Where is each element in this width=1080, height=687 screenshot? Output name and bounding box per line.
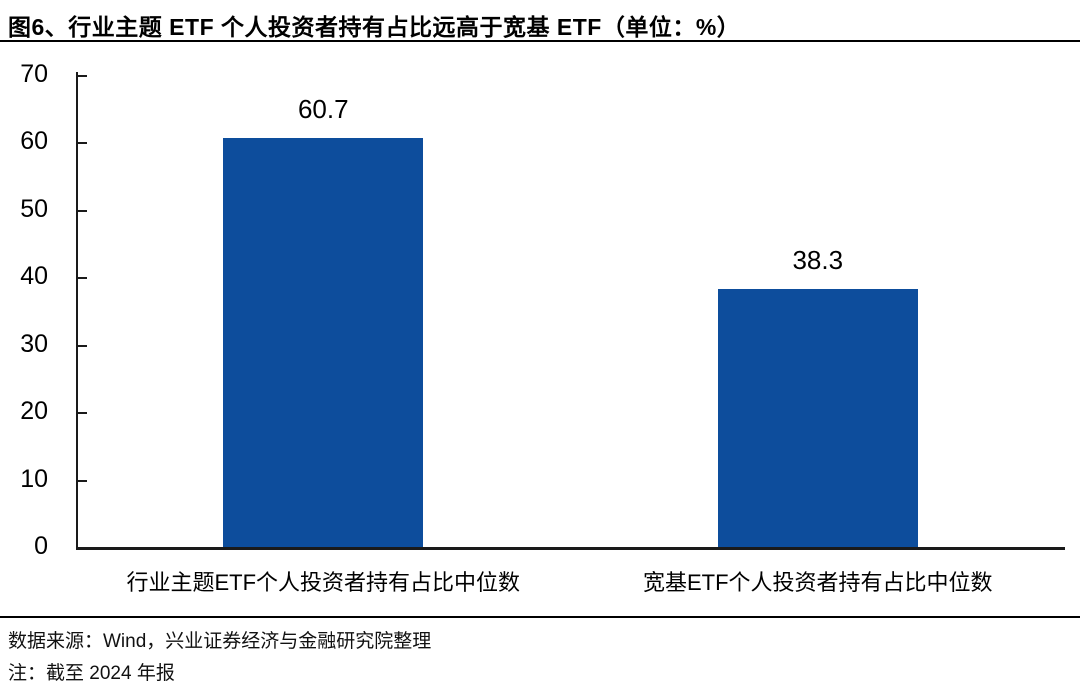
y-axis-tick-label: 70 — [20, 60, 48, 88]
title-divider-line — [0, 40, 1080, 42]
y-axis-tick — [78, 479, 87, 482]
y-axis-tick — [78, 547, 87, 549]
y-axis-tick — [78, 209, 87, 212]
bar-0 — [223, 137, 424, 547]
y-axis-tick-label: 10 — [20, 464, 48, 493]
data-source-text: 数据来源：Wind，兴业证券经济与金融研究院整理 — [8, 631, 432, 652]
y-axis-tick-label: 30 — [20, 329, 48, 358]
y-axis-tick — [78, 142, 87, 145]
y-axis-line — [76, 72, 78, 547]
y-axis-tick-label: 0 — [34, 532, 48, 560]
chart-title: 图6、行业主题 ETF 个人投资者持有占比远高于宽基 ETF（单位：%） — [8, 14, 741, 40]
bar-1 — [717, 288, 918, 547]
category-label-1: 宽基ETF个人投资者持有占比中位数 — [642, 570, 993, 595]
footer-divider-line — [0, 616, 1080, 618]
y-axis-tick-label: 40 — [20, 262, 48, 291]
category-label-0: 行业主题ETF个人投资者持有占比中位数 — [126, 570, 521, 595]
bar-value-label-1: 38.3 — [792, 244, 844, 275]
y-axis-tick — [78, 412, 87, 415]
y-axis-tick-label: 20 — [20, 397, 48, 426]
y-axis-tick-label: 50 — [20, 194, 48, 223]
footnote-text: 注：截至 2024 年报 — [8, 663, 175, 684]
y-axis-tick — [78, 344, 87, 347]
y-axis-tick — [78, 75, 87, 77]
y-axis-tick — [78, 277, 87, 280]
y-axis-tick-label: 60 — [20, 127, 48, 156]
bar-value-label-0: 60.7 — [297, 93, 349, 124]
x-axis-line — [76, 547, 1065, 550]
